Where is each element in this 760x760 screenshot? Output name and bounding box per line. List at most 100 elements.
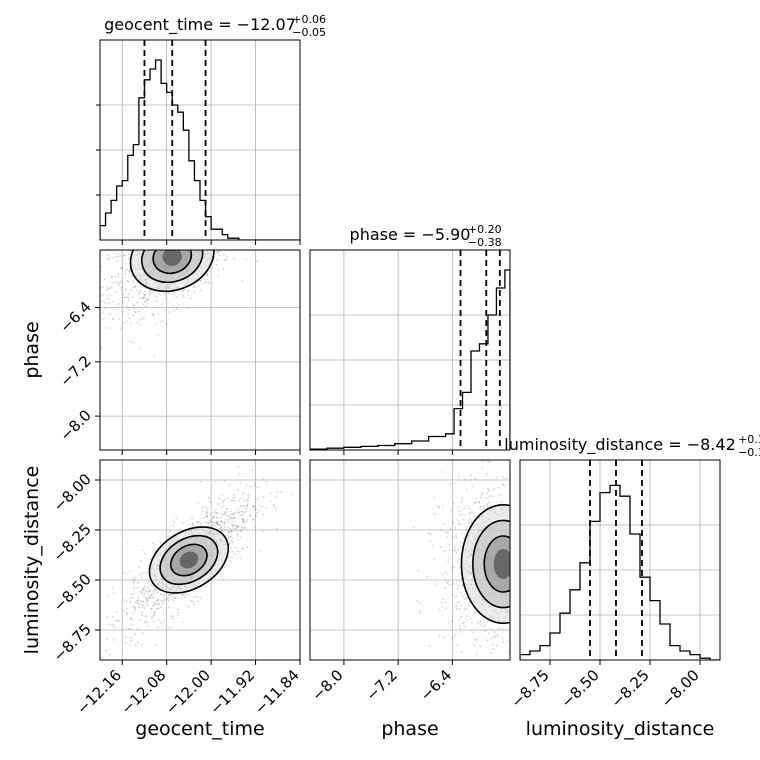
sample-point <box>536 575 538 577</box>
sample-point <box>153 611 156 614</box>
sample-point <box>130 288 133 291</box>
sample-point <box>471 621 473 624</box>
sample-point <box>177 596 180 599</box>
sample-point <box>490 628 493 631</box>
sample-point <box>479 505 482 508</box>
sample-point <box>206 226 208 228</box>
sample-point <box>228 527 231 530</box>
sample-point <box>94 612 96 614</box>
sample-point <box>458 522 460 525</box>
sample-point <box>543 578 545 580</box>
sample-point <box>246 499 249 502</box>
sample-point <box>164 293 167 296</box>
sample-point <box>515 549 517 551</box>
sample-point <box>163 309 166 311</box>
sample-point <box>85 673 87 675</box>
sample-point <box>191 248 193 250</box>
sample-point <box>179 235 181 237</box>
sample-point <box>522 551 524 553</box>
sample-point <box>526 490 528 492</box>
sample-point <box>225 258 227 261</box>
density-contour <box>179 551 199 569</box>
sample-point <box>201 507 203 510</box>
sample-point <box>226 514 229 517</box>
sample-point <box>154 230 156 232</box>
sample-point <box>236 489 239 491</box>
sample-point <box>522 562 524 564</box>
sample-point <box>565 587 567 589</box>
sample-point <box>546 602 548 604</box>
sample-point <box>184 245 186 247</box>
sample-point <box>559 520 561 522</box>
sample-point <box>452 522 454 525</box>
sample-point <box>534 510 536 512</box>
sample-point <box>211 524 214 527</box>
sample-point <box>516 616 518 618</box>
sample-point <box>500 500 503 503</box>
sample-point <box>179 597 182 600</box>
sample-point <box>201 213 203 215</box>
sample-point <box>220 221 222 223</box>
sample-point <box>233 552 236 555</box>
sample-point <box>463 478 466 481</box>
sample-point <box>235 525 238 528</box>
sample-point <box>514 501 516 503</box>
sample-point <box>505 691 507 693</box>
sample-point <box>145 620 147 623</box>
sample-point <box>137 581 140 584</box>
sample-point <box>219 196 221 198</box>
sample-point <box>153 355 156 358</box>
sample-point <box>206 273 209 276</box>
sample-point <box>462 595 464 598</box>
sample-point <box>514 561 516 563</box>
sample-point <box>513 562 515 564</box>
sample-point <box>502 476 504 478</box>
sample-point <box>246 546 249 548</box>
sample-point <box>168 244 170 246</box>
sample-point <box>207 522 209 524</box>
sample-point <box>193 233 195 235</box>
sample-point <box>249 515 252 517</box>
sample-point <box>161 236 163 238</box>
sample-point <box>227 536 230 538</box>
sample-point <box>552 574 554 576</box>
sample-point <box>122 297 125 299</box>
sample-point <box>517 599 519 601</box>
sample-point <box>175 307 178 310</box>
sample-point <box>556 613 558 615</box>
sample-point <box>534 627 536 629</box>
sample-point <box>198 284 200 287</box>
sample-point <box>169 530 171 533</box>
sample-point <box>123 253 126 256</box>
sample-point <box>243 520 245 523</box>
sample-point <box>136 301 139 304</box>
sample-point <box>540 580 542 582</box>
sample-point <box>522 470 524 472</box>
sample-point <box>556 563 558 565</box>
sample-point <box>187 245 189 247</box>
sample-point <box>205 512 208 515</box>
sample-point <box>155 233 157 235</box>
sample-point <box>262 530 265 533</box>
sample-point <box>463 621 465 624</box>
sample-point <box>457 505 460 508</box>
sample-point <box>488 632 490 635</box>
sample-point <box>576 592 578 594</box>
sample-point <box>534 586 536 588</box>
sample-point <box>128 292 130 295</box>
sample-point <box>211 267 214 270</box>
sample-point <box>191 232 193 234</box>
sample-point <box>543 608 545 610</box>
sample-point <box>447 531 449 534</box>
sample-point <box>142 296 144 299</box>
sample-point <box>160 303 163 305</box>
sample-point <box>418 601 421 604</box>
sample-point <box>198 221 200 223</box>
sample-point <box>231 524 233 526</box>
sample-point <box>118 255 121 257</box>
plot-area <box>100 196 300 450</box>
sample-point <box>112 317 114 320</box>
sample-point <box>235 525 238 528</box>
sample-point <box>252 507 255 510</box>
sample-point <box>172 595 175 598</box>
